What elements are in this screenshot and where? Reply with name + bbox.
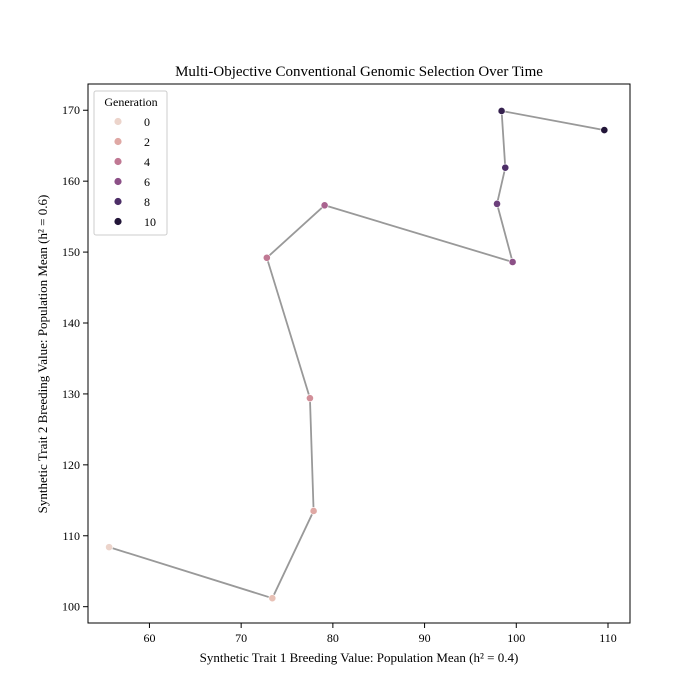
- y-tick-label: 150: [62, 245, 80, 259]
- x-tick-label: 70: [235, 631, 247, 645]
- x-tick-label: 100: [507, 631, 525, 645]
- data-point-gen-0: [105, 543, 113, 552]
- trajectory-segment: [309, 397, 315, 512]
- data-point-gen-1: [268, 594, 277, 603]
- trajectory-segment: [271, 510, 315, 600]
- trajectory-segment: [108, 546, 274, 600]
- trajectory-segment: [500, 110, 507, 169]
- data-point-gen-2: [309, 507, 318, 515]
- y-axis: 100 110 120 130 140 150 160 170: [62, 103, 88, 614]
- x-tick-label: 60: [143, 631, 155, 645]
- legend-marker: [114, 197, 122, 206]
- y-tick-label: 110: [62, 529, 80, 543]
- legend-entry-label: 8: [144, 195, 150, 209]
- legend: Generation 0 2 4 6 8 10: [93, 90, 168, 236]
- legend-marker: [114, 177, 122, 186]
- x-tick-label: 90: [419, 631, 431, 645]
- data-point-gen-7: [493, 199, 501, 208]
- data-point-gen-6: [508, 258, 517, 266]
- y-tick-label: 170: [62, 103, 80, 117]
- x-tick-label: 80: [327, 631, 339, 645]
- y-tick-label: 120: [62, 458, 80, 472]
- legend-marker: [114, 137, 122, 146]
- x-tick-label: 110: [599, 631, 617, 645]
- trajectory-segment: [265, 204, 326, 259]
- x-axis-label: Synthetic Trait 1 Breeding Value: Popula…: [200, 650, 519, 665]
- y-tick-label: 100: [62, 600, 80, 614]
- legend-title: Generation: [104, 95, 157, 109]
- legend-entry-label: 0: [144, 115, 150, 129]
- y-tick-label: 160: [62, 174, 80, 188]
- legend-entry-label: 2: [144, 135, 150, 149]
- trajectory-segment: [265, 256, 311, 400]
- legend-entry-label: 10: [144, 215, 156, 229]
- trajectory-lines: [108, 110, 606, 600]
- chart-title: Multi-Objective Conventional Genomic Sel…: [175, 64, 543, 80]
- plot-area-frame: [87, 83, 631, 624]
- legend-entry-label: 4: [144, 155, 150, 169]
- data-point-gen-4: [262, 253, 271, 262]
- trajectory-segment: [496, 166, 507, 205]
- legend-box: [93, 90, 168, 236]
- data-point-gen-3: [306, 394, 314, 403]
- trajectory-segment: [500, 110, 606, 131]
- legend-entry-label: 6: [144, 175, 150, 189]
- y-axis-label: Synthetic Trait 2 Breeding Value: Popula…: [35, 195, 50, 514]
- data-point-gen-9: [497, 107, 506, 115]
- trajectory-segment: [496, 202, 514, 263]
- data-points: [105, 107, 609, 603]
- data-point-gen-5: [320, 201, 329, 210]
- trajectory-segment: [323, 204, 514, 263]
- data-point-gen-10: [600, 126, 609, 134]
- y-tick-label: 140: [62, 316, 80, 330]
- x-axis: 60 70 80 90 100 110: [143, 623, 617, 645]
- legend-marker: [114, 157, 122, 166]
- data-point-gen-8: [501, 163, 510, 172]
- legend-marker: [114, 117, 122, 126]
- legend-marker: [114, 217, 122, 226]
- y-tick-label: 130: [62, 387, 80, 401]
